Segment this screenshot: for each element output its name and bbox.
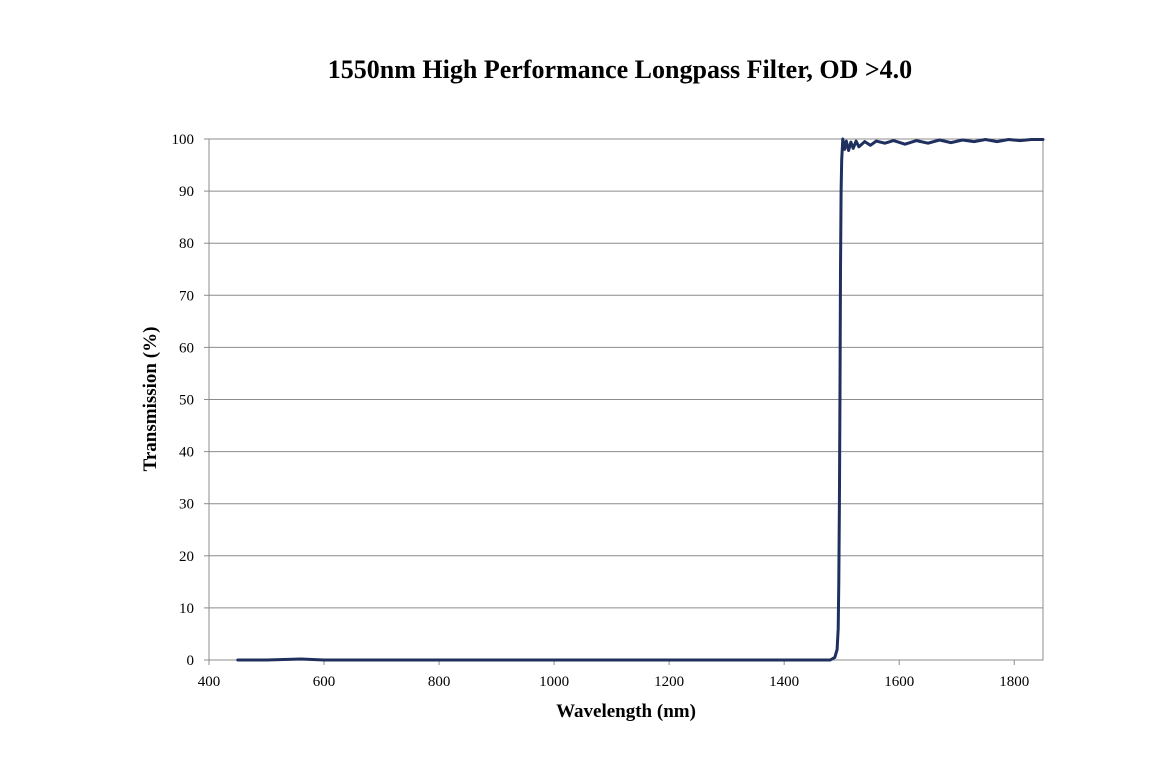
- y-axis-label: Transmission (%): [140, 327, 161, 472]
- axis-ticks: 0 10 20 30 40 50 60 70 80 90 100 400 600 800 1000 1200 1…: [172, 132, 1030, 690]
- y-tick-label: 20: [179, 549, 194, 565]
- gridlines: [209, 190, 1043, 609]
- x-tick-label: 1000: [539, 674, 569, 690]
- series-group: [236, 137, 1045, 662]
- x-tick-label: 600: [313, 674, 336, 690]
- y-tick-label: 50: [179, 393, 194, 409]
- y-tick-label: 30: [179, 497, 194, 513]
- chart-title: 1550nm High Performance Longpass Filter,…: [328, 55, 912, 84]
- x-tick-label: 800: [428, 674, 451, 690]
- y-tick-label: 70: [179, 288, 194, 304]
- x-tick-label: 400: [198, 674, 221, 690]
- transmission-series-line: [236, 137, 1045, 662]
- x-tick-label: 1200: [654, 674, 684, 690]
- x-tick-label: 1800: [999, 674, 1029, 690]
- y-tick-label: 40: [179, 445, 194, 461]
- x-axis-label: Wavelength (nm): [556, 701, 696, 722]
- y-tick-label: 10: [179, 601, 194, 617]
- y-tick-label: 90: [179, 184, 194, 200]
- y-tick-label: 100: [172, 132, 195, 148]
- y-tick-label: 0: [187, 653, 195, 669]
- x-tick-label: 1600: [884, 674, 914, 690]
- y-tick-label: 80: [179, 236, 194, 252]
- y-tick-label: 60: [179, 340, 194, 356]
- x-tick-label: 1400: [769, 674, 799, 690]
